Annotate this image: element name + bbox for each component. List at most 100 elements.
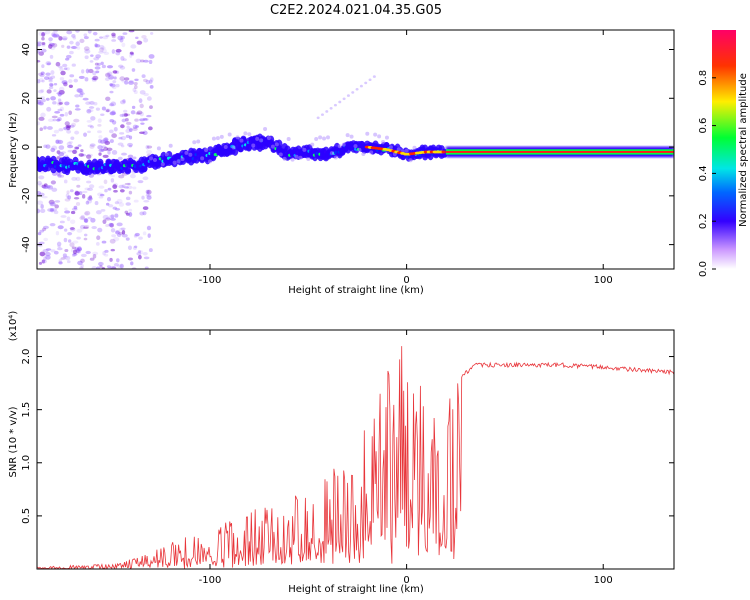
- noise-blob: [64, 207, 68, 211]
- noise-blob: [109, 83, 116, 88]
- noise-blob: [65, 67, 70, 71]
- noise-blob: [66, 190, 70, 195]
- noise-blob: [37, 41, 42, 45]
- noise-blob: [72, 240, 79, 244]
- noise-blob: [89, 100, 95, 105]
- noise-blob: [79, 224, 86, 230]
- noise-blob: [71, 176, 77, 181]
- noise-blob: [52, 118, 57, 122]
- noise-blob: [69, 227, 75, 230]
- noise-blob: [55, 61, 61, 67]
- noise-blob: [63, 237, 68, 243]
- noise-blob: [115, 230, 121, 234]
- noise-blob: [130, 44, 137, 49]
- noise-blob: [105, 223, 110, 228]
- noise-blob: [87, 109, 94, 113]
- noise-blob: [77, 246, 82, 252]
- noise-blob: [48, 79, 53, 83]
- noise-blob: [74, 108, 81, 111]
- noise-blob: [37, 49, 41, 54]
- noise-blob: [40, 112, 46, 118]
- ridge-halo: [172, 160, 177, 165]
- noise-blob: [140, 122, 145, 125]
- noise-blob: [90, 54, 94, 57]
- noise-blob: [57, 108, 63, 112]
- noise-blob: [49, 54, 54, 59]
- noise-blob: [73, 118, 80, 123]
- noise-blob: [74, 94, 80, 98]
- ridge-halo: [384, 135, 389, 140]
- noise-blob: [116, 222, 123, 227]
- noise-blob: [64, 121, 70, 126]
- noise-blob: [51, 208, 58, 212]
- noise-blob: [130, 261, 134, 266]
- noise-blob: [142, 206, 149, 211]
- noise-blob: [57, 245, 61, 248]
- noise-blob: [55, 231, 60, 236]
- noise-blob: [142, 176, 149, 181]
- noise-blob: [85, 250, 91, 255]
- noise-blob: [95, 54, 101, 59]
- noise-blob: [68, 110, 73, 116]
- ridge-halo: [290, 157, 295, 162]
- ridge-halo: [404, 148, 409, 153]
- noise-blob: [94, 201, 99, 206]
- noise-blob: [50, 147, 56, 153]
- noise-blob: [99, 44, 105, 50]
- ridge-halo: [211, 136, 216, 141]
- noise-blob: [58, 261, 63, 265]
- ridge-halo: [322, 136, 327, 141]
- noise-blob: [65, 54, 72, 59]
- noise-blob: [77, 260, 83, 266]
- noise-blob: [83, 237, 88, 241]
- ridge-halo: [361, 152, 366, 157]
- noise-blob: [51, 42, 58, 48]
- noise-blob: [81, 190, 88, 194]
- ridge-halo: [223, 145, 228, 150]
- noise-blob: [38, 241, 45, 245]
- noise-blob: [72, 149, 77, 154]
- noise-blob: [49, 209, 55, 212]
- noise-blob: [37, 59, 41, 63]
- ridge-blob: [97, 158, 104, 166]
- noise-blob: [83, 132, 88, 137]
- noise-blob: [63, 67, 68, 71]
- streak-blob: [355, 87, 359, 91]
- ridge-halo: [270, 144, 275, 149]
- noise-blob: [41, 195, 48, 199]
- noise-blob: [50, 208, 54, 213]
- noise-blob: [146, 195, 152, 200]
- noise-blob: [83, 225, 90, 228]
- ridge-blob: [124, 167, 132, 174]
- snr-panel: -100 0 100 0.5 1.0 1.5 2.0 Height of straight …: [8, 311, 675, 595]
- noise-blob: [126, 185, 133, 190]
- ridge-halo: [180, 157, 185, 162]
- noise-blob: [86, 153, 93, 157]
- noise-blob: [127, 142, 133, 147]
- noise-blob: [143, 256, 150, 260]
- noise-blob: [60, 70, 66, 76]
- noise-blob: [132, 186, 137, 190]
- noise-blob: [37, 79, 41, 84]
- noise-blob: [94, 62, 99, 66]
- noise-blob: [101, 64, 106, 69]
- noise-blob: [39, 251, 46, 257]
- noise-blob: [83, 46, 90, 51]
- noise-blob: [53, 33, 60, 38]
- noise-blob: [37, 121, 40, 126]
- noise-blob: [147, 126, 153, 131]
- spectrogram-axes: -100 0 100 -40 -20 0 20 40: [21, 30, 674, 286]
- noise-blob: [44, 251, 51, 257]
- noise-blob: [62, 253, 67, 258]
- ridge-halo: [377, 134, 382, 139]
- noise-blob: [148, 54, 155, 59]
- noise-blob: [111, 120, 117, 125]
- noise-blob: [136, 40, 143, 45]
- noise-blob: [79, 216, 86, 221]
- noise-blob: [145, 144, 150, 150]
- noise-blob: [117, 142, 124, 146]
- noise-blob: [103, 51, 110, 55]
- spectrogram-marks: [37, 30, 674, 269]
- noise-blob: [93, 101, 98, 106]
- noise-blob: [41, 42, 46, 45]
